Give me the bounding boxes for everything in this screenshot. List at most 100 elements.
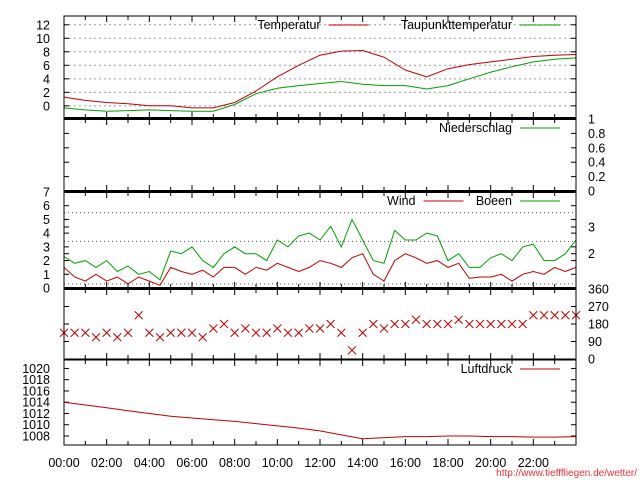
wind-direction-point <box>400 319 410 329</box>
x-tick-label: 20:00 <box>475 456 506 470</box>
series-line-wind <box>63 253 577 286</box>
y-tick-label: 1016 <box>22 384 50 398</box>
x-tick-label: 12:00 <box>304 456 335 470</box>
legend-label-luftdruck: Luftdruck <box>461 362 513 376</box>
x-tick-label: 16:00 <box>390 456 421 470</box>
wind-direction-point <box>326 319 336 329</box>
wind-direction-point <box>390 319 400 329</box>
y-tick-label: 1010 <box>22 418 50 432</box>
legend-label-taupunkttemperatur: Taupunkttemperatur <box>401 18 512 32</box>
wind-direction-point <box>251 328 261 338</box>
wind-direction-point <box>240 324 250 333</box>
wind-direction-point <box>134 310 144 320</box>
y-tick-right-label: 0 <box>588 353 595 367</box>
wind-direction-point <box>411 315 421 325</box>
y-tick-label: 1008 <box>22 429 50 443</box>
wind-direction-point <box>443 319 453 329</box>
y-tick-label: 1014 <box>22 396 50 410</box>
y-tick-right-label: 90 <box>588 335 602 349</box>
legend-label-temperatur: Temperatur <box>257 18 320 32</box>
y-tick-label: 5 <box>43 213 50 227</box>
wind-direction-point <box>272 324 282 333</box>
x-tick-label: 22:00 <box>518 456 549 470</box>
wind-direction-point <box>112 332 122 342</box>
x-tick-label: 00:00 <box>48 456 79 470</box>
y-tick-right-label: 0.2 <box>588 170 605 184</box>
wind-direction-point <box>454 315 464 325</box>
wind-direction-point <box>368 319 378 329</box>
y-tick-right-label: 270 <box>588 300 609 314</box>
wind-direction-point <box>422 319 432 329</box>
series-line-temperatur <box>63 49 577 109</box>
wind-direction-point <box>123 328 133 338</box>
wind-direction-point <box>496 319 506 329</box>
wind-direction-point <box>507 319 517 329</box>
panel-frame-pressure <box>63 359 577 446</box>
y-tick-right-label: 0 <box>588 185 595 199</box>
x-tick-label: 18:00 <box>432 456 463 470</box>
y-tick-label: 7 <box>43 186 50 200</box>
wind-direction-point <box>208 324 218 333</box>
wind-direction-point <box>70 328 80 338</box>
y-tick-right-label: 3 <box>588 220 595 234</box>
wind-direction-point <box>304 324 314 333</box>
y-tick-label: 6 <box>43 59 50 73</box>
wind-direction-point <box>358 328 368 338</box>
wind-direction-point <box>176 328 186 338</box>
y-tick-right-label: 180 <box>588 318 609 332</box>
y-tick-label: 1 <box>43 268 50 282</box>
wind-direction-point <box>315 324 325 333</box>
y-tick-label: 4 <box>43 227 50 241</box>
legend-label-niederschlag: Niederschlag <box>439 121 512 135</box>
series-line-luftdruck <box>63 401 577 440</box>
wind-direction-point <box>283 328 293 338</box>
watermark-url[interactable]: http://www.tiefffliegen.de/wetter/ <box>496 468 637 479</box>
x-tick-label: 04:00 <box>134 456 165 470</box>
y-tick-right-label: 0.6 <box>588 141 605 155</box>
wind-direction-point <box>144 328 154 338</box>
y-tick-label: 0 <box>43 99 50 113</box>
wind-direction-point <box>528 310 538 320</box>
x-tick-label: 06:00 <box>176 456 207 470</box>
wind-direction-point <box>294 328 304 338</box>
x-tick-label: 02:00 <box>91 456 122 470</box>
y-tick-label: 6 <box>43 199 50 213</box>
wind-direction-point <box>198 332 208 342</box>
series-line-boeen <box>63 218 577 281</box>
x-tick-label: 10:00 <box>262 456 293 470</box>
wind-direction-point <box>539 310 549 320</box>
wind-direction-point <box>560 310 570 320</box>
legend-label-boeen: Boeen <box>476 194 512 208</box>
y-tick-label: 1012 <box>22 407 50 421</box>
y-tick-label: 1020 <box>22 362 50 376</box>
wind-direction-point <box>230 328 240 338</box>
wind-direction-point <box>262 328 272 338</box>
wind-direction-point <box>347 345 357 355</box>
y-tick-label: 3 <box>43 240 50 254</box>
wind-direction-point <box>464 319 474 329</box>
series-line-taupunkttemperatur <box>63 57 577 112</box>
legend-label-wind: Wind <box>387 194 416 208</box>
wind-direction-point <box>219 319 229 329</box>
wind-direction-point <box>475 319 485 329</box>
wind-direction-point <box>432 319 442 329</box>
wind-direction-point <box>518 319 528 329</box>
y-tick-label: 8 <box>43 45 50 59</box>
y-tick-right-label: 360 <box>588 283 609 297</box>
wind-direction-point <box>379 324 389 333</box>
wind-direction-point <box>187 328 197 338</box>
y-tick-right-label: 2 <box>588 247 595 261</box>
wind-direction-point <box>155 332 165 342</box>
y-tick-label: 0 <box>43 282 50 296</box>
x-tick-label: 14:00 <box>347 456 378 470</box>
x-tick-label: 08:00 <box>219 456 250 470</box>
y-tick-label: 4 <box>43 72 50 86</box>
y-tick-label: 12 <box>36 18 50 32</box>
y-tick-label: 10 <box>36 32 50 46</box>
y-tick-label: 2 <box>43 86 50 100</box>
wind-direction-point <box>550 310 560 320</box>
wind-direction-point <box>102 328 112 338</box>
y-tick-right-label: 1 <box>588 113 595 127</box>
y-tick-label: 1018 <box>22 373 50 387</box>
